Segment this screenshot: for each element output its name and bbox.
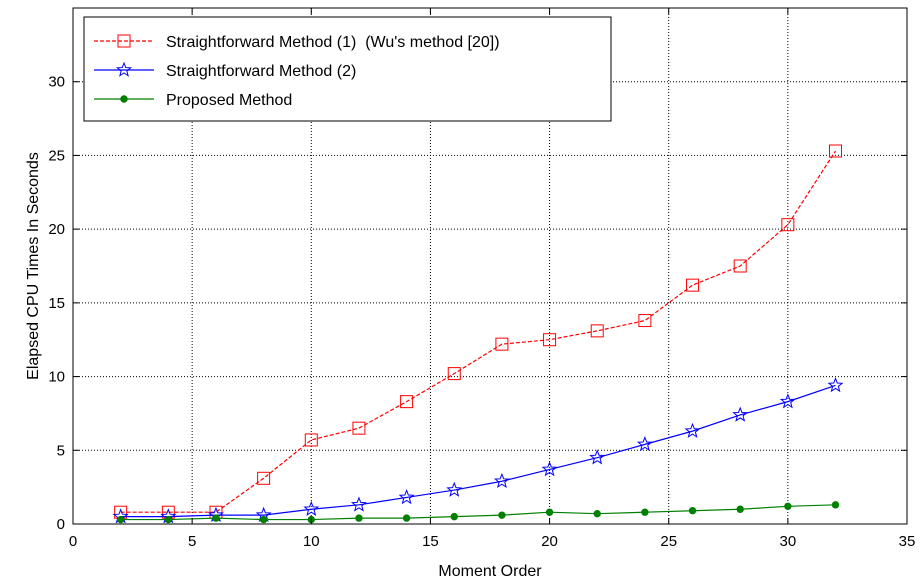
data-point-star [446, 481, 463, 497]
data-point-star [116, 61, 132, 77]
data-point-square [117, 34, 131, 48]
y-tick-label: 0 [57, 516, 65, 533]
x-axis-label: Moment Order [438, 563, 542, 580]
series-line [120, 504, 836, 521]
data-point-square [733, 259, 747, 273]
data-point-dot [212, 514, 220, 522]
data-point-square [352, 421, 366, 435]
y-tick-label: 25 [48, 147, 65, 164]
data-point-star [732, 406, 749, 422]
data-point-star [827, 377, 844, 393]
x-tick-label: 5 [188, 533, 196, 550]
data-point-square [638, 314, 652, 328]
data-point-star [779, 393, 796, 409]
data-point-square [400, 395, 414, 409]
x-tick-label: 10 [303, 533, 320, 550]
data-point-star [350, 496, 367, 512]
data-point-dot [450, 512, 458, 521]
data-point-star [541, 461, 558, 477]
data-point-dot [355, 514, 363, 522]
data-point-star [589, 449, 606, 465]
y-tick-label: 5 [57, 442, 65, 459]
y-tick-label: 30 [48, 74, 65, 91]
series-line [120, 150, 837, 513]
legend-label: Straightforward Method (1) (Wu's method … [166, 34, 500, 51]
data-point-star [303, 500, 320, 517]
data-point-square [829, 144, 843, 158]
data-point-dot [402, 514, 411, 522]
data-point-square [543, 333, 557, 347]
legend-label: Proposed Method [166, 92, 292, 109]
tick-layer: 0 5 10 15 20 25 30 35 0 5 10 15 20 25 30 [48, 8, 915, 550]
data-point-square [257, 471, 271, 485]
data-point-star [636, 436, 653, 452]
data-point-dot [116, 515, 125, 524]
data-point-square [304, 433, 318, 447]
data-point-dot [736, 505, 744, 513]
data-point-dot [120, 95, 128, 103]
legend-item: Straightforward Method (2) [94, 61, 356, 80]
plot-frame [72, 7, 908, 525]
data-point-star [398, 489, 415, 505]
data-point-star [684, 422, 701, 438]
y-axis-label: Elapsed CPU Times In Seconds [25, 152, 42, 380]
data-point-dot [593, 509, 601, 518]
series-line [120, 384, 836, 518]
data-point-dot [831, 501, 840, 509]
data-point-square [686, 278, 700, 292]
data-point-dot [498, 511, 506, 519]
legend: Straightforward Method (1) (Wu's method … [83, 16, 612, 122]
data-point-square [590, 324, 604, 338]
legend-label: Straightforward Method (2) [166, 63, 356, 80]
x-tick-label: 35 [899, 533, 916, 550]
data-point-dot [784, 502, 792, 511]
data-point-dot [545, 508, 554, 516]
x-tick-label: 0 [69, 533, 77, 550]
x-tick-label: 15 [422, 533, 439, 550]
y-tick-label: 20 [48, 221, 65, 238]
series-3 [116, 501, 840, 524]
legend-item: Proposed Method [94, 92, 292, 109]
x-tick-label: 20 [541, 533, 558, 550]
data-point-dot [641, 508, 649, 516]
y-tick-label: 10 [48, 369, 65, 386]
legend-item: Straightforward Method (1) (Wu's method … [94, 34, 500, 51]
data-point-dot [259, 515, 268, 524]
data-point-star [493, 472, 510, 489]
data-point-square [447, 367, 461, 381]
series-2 [112, 377, 844, 524]
data-point-square [781, 218, 795, 232]
data-point-square [495, 337, 509, 351]
y-tick-label: 15 [48, 295, 65, 312]
data-point-dot [164, 515, 173, 524]
data-point-dot [688, 507, 697, 515]
legend-box [83, 16, 612, 122]
series-layer [112, 144, 844, 524]
x-tick-label: 30 [780, 533, 797, 550]
x-tick-label: 25 [660, 533, 677, 550]
